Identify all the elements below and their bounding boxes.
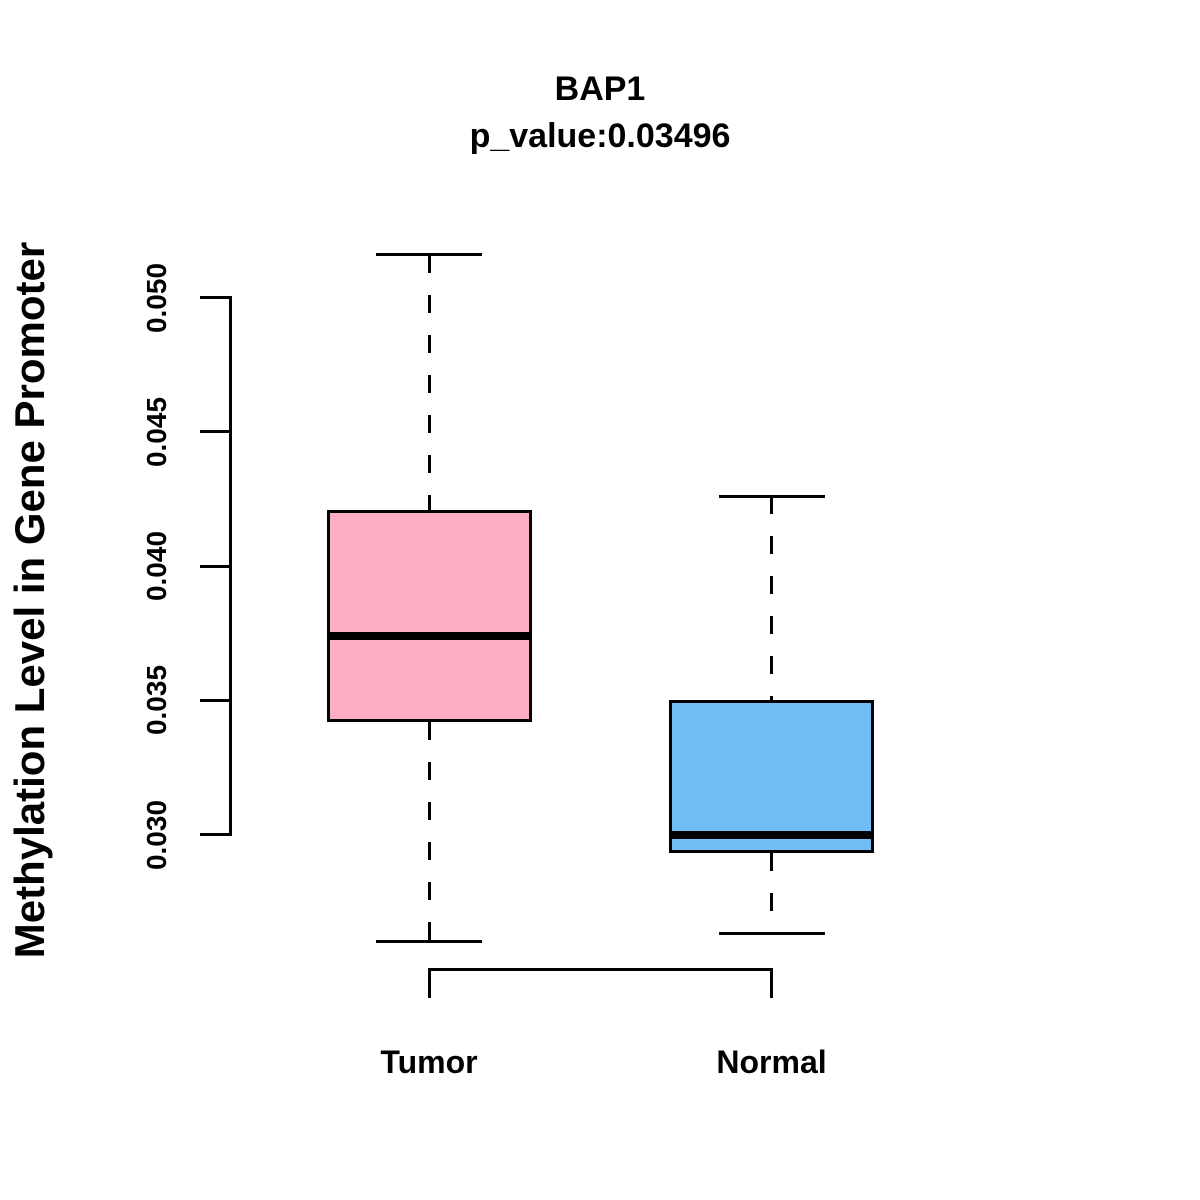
y-axis-tick [200, 564, 230, 568]
y-axis-tick [200, 833, 230, 836]
tumor-upper-whisker-line [427, 254, 431, 510]
y-axis-tick-label: 0.050 [141, 262, 172, 333]
x-axis-tick [427, 967, 431, 998]
y-axis-line [228, 296, 232, 836]
tumor-upper-whisker-cap [376, 253, 482, 257]
x-axis-tick [770, 967, 773, 998]
tumor-median-line [326, 631, 532, 640]
y-axis-tick-label: 0.035 [141, 665, 172, 736]
normal-lower-whisker-line [770, 853, 773, 934]
tumor-lower-whisker-cap [376, 940, 482, 944]
x-axis-line [427, 967, 773, 971]
y-axis-tick-label: 0.040 [141, 531, 172, 602]
normal-lower-whisker-cap [718, 932, 825, 936]
normal-median-line [669, 830, 874, 839]
y-axis-tick [200, 296, 230, 300]
chart-title: BAP1 [554, 70, 646, 108]
x-axis-label-normal: Normal [716, 1044, 827, 1080]
x-axis-label-tumor: Tumor [380, 1044, 478, 1080]
normal-upper-whisker-line [770, 496, 773, 701]
normal-upper-whisker-cap [718, 494, 825, 498]
tumor-lower-whisker-line [427, 721, 431, 942]
y-axis-tick-label: 0.030 [141, 799, 172, 870]
y-axis-tick-label: 0.045 [141, 396, 172, 467]
chart-title-block: BAP1 p_value:0.03496 [470, 66, 731, 160]
tumor-box [326, 509, 532, 722]
y-axis-tick [200, 430, 230, 434]
y-axis-tick [200, 698, 230, 702]
chart-subtitle-pvalue: p_value:0.03496 [469, 117, 731, 155]
normal-box [669, 700, 874, 854]
